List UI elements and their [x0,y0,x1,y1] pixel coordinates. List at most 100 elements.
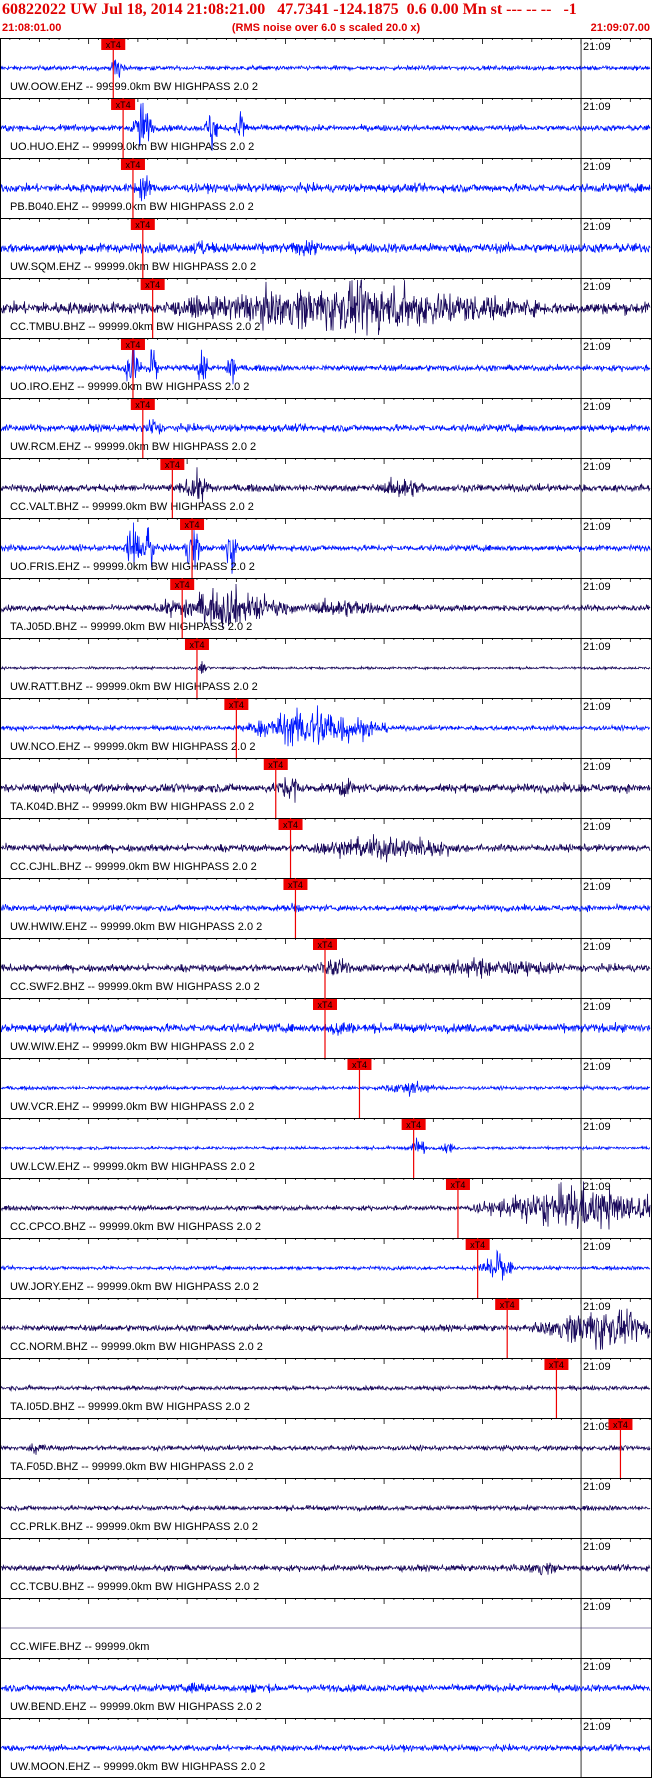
station-label: UW.HWIW.EHZ -- 99999.0km BW HIGHPASS 2.0… [10,921,262,933]
pick-label: xT4 [175,580,190,590]
minute-label: 21:09 [583,1241,611,1253]
pick-marker [544,1359,569,1370]
trace-row: 21:09 UW.LCW.EHZ -- 99999.0km BW HIGHPASS… [0,1118,652,1178]
waveform [0,102,651,151]
pick-label: xT4 [125,340,140,350]
pick-label: xT4 [145,280,160,290]
station-label: CC.TCBU.BHZ -- 99999.0km BW HIGHPASS 2.0… [10,1581,259,1593]
station-label: CC.VALT.BHZ -- 99999.0km BW HIGHPASS 2.0… [10,501,254,513]
minute-label: 21:09 [583,281,611,293]
trace-row: 21:09 TA.K04D.BHZ -- 99999.0km BW HIGHPAS… [0,758,652,818]
waveform [0,279,651,336]
station-label: UO.FRIS.EHZ -- 99999.0km BW HIGHPASS 2.0… [10,561,255,573]
start-time-label: 21:08:01.00 [2,22,62,34]
trace-row: 21:09 UW.OOW.EHZ -- 99999.0km BW HIGHPASS… [0,38,652,98]
minute-label: 21:09 [583,341,611,353]
pick-marker [465,1239,490,1250]
pick-marker [111,99,136,110]
minute-label: 21:09 [583,41,611,53]
pick-marker [170,579,195,590]
pick-marker [160,459,185,470]
station-label: UW.RCM.EHZ -- 99999.0km BW HIGHPASS 2.0 … [10,441,256,453]
trace-row: 21:09 UW.BEND.EHZ -- 99999.0km BW HIGHPAS… [0,1658,652,1718]
minute-label: 21:09 [583,1121,611,1133]
pick-marker [120,339,145,350]
trace-row: 21:09 CC.SWF2.BHZ -- 99999.0km BW HIGHPAS… [0,938,652,998]
trace-row: 21:09 CC.PRLK.BHZ -- 99999.0km BW HIGHPAS… [0,1478,652,1538]
waveform [0,347,651,388]
pick-label: xT4 [317,940,332,950]
minute-label: 21:09 [583,1361,611,1373]
pick-marker [130,219,155,230]
station-label: UW.OOW.EHZ -- 99999.0km BW HIGHPASS 2.0 … [10,81,258,93]
station-label: UW.NCO.EHZ -- 99999.0km BW HIGHPASS 2.0 … [10,741,256,753]
pick-label: xT4 [470,1240,485,1250]
waveform [0,777,651,803]
minute-label: 21:09 [583,821,611,833]
station-label: CC.PRLK.BHZ -- 99999.0km BW HIGHPASS 2.0… [10,1521,258,1533]
station-label: TA.F05D.BHZ -- 99999.0km BW HIGHPASS 2.0… [10,1461,254,1473]
pick-label: xT4 [165,460,180,470]
pick-marker [495,1299,520,1310]
station-label: UW.LCW.EHZ -- 99999.0km BW HIGHPASS 2.0 … [10,1161,255,1173]
station-label: UW.WIW.EHZ -- 99999.0km BW HIGHPASS 2.0 … [10,1041,254,1053]
station-label: CC.WIFE.BHZ -- 99999.0km [10,1641,149,1653]
pick-marker [313,939,337,950]
waveform [0,1137,651,1155]
minute-label: 21:09 [583,1181,611,1193]
pick-marker [608,1419,633,1430]
station-label: UW.VCR.EHZ -- 99999.0km BW HIGHPASS 2.0 … [10,1101,254,1113]
trace-row: 21:09 PB.B040.EHZ -- 99999.0km BW HIGHPAS… [0,158,652,218]
station-label: CC.SWF2.BHZ -- 99999.0km BW HIGHPASS 2.0… [10,981,260,993]
minute-label: 21:09 [583,881,611,893]
minute-label: 21:09 [583,1661,611,1673]
station-label: UW.BEND.EHZ -- 99999.0km BW HIGHPASS 2.0… [10,1701,262,1713]
pick-marker [283,879,308,890]
trace-row: 21:09 TA.I05D.BHZ -- 99999.0km BW HIGHPAS… [0,1358,652,1418]
trace-row: 21:09 UW.WIW.EHZ -- 99999.0km BW HIGHPASS… [0,998,652,1058]
minute-label: 21:09 [583,641,611,653]
station-label: UW.JORY.EHZ -- 99999.0km BW HIGHPASS 2.0… [10,1281,259,1293]
minute-label: 21:09 [583,1421,611,1433]
trace-row: 21:09 TA.F05D.BHZ -- 99999.0km BW HIGHPAS… [0,1418,652,1478]
pick-marker [401,1119,426,1130]
minute-label: 21:09 [583,1721,611,1733]
pick-marker [180,519,205,530]
pick-marker [130,399,155,410]
pick-label: xT4 [406,1120,421,1130]
pick-marker [140,279,165,290]
pick-label: xT4 [125,160,140,170]
waveform [0,1308,651,1350]
minute-label: 21:09 [583,701,611,713]
pick-label: xT4 [613,1420,628,1430]
pick-marker [263,759,288,770]
minute-label: 21:09 [583,1481,611,1493]
minute-label: 21:09 [583,221,611,233]
pick-marker [101,39,126,50]
pick-label: xT4 [450,1180,465,1190]
waveform [0,240,651,257]
waveform [0,1504,651,1512]
pick-label: xT4 [135,220,150,230]
minute-label: 21:09 [583,161,611,173]
waveform [0,661,651,674]
waveform [0,59,651,78]
minute-label: 21:09 [583,401,611,413]
trace-row: 21:09 UW.RATT.BHZ -- 99999.0km BW HIGHPAS… [0,638,652,698]
station-label: CC.NORM.BHZ -- 99999.0km BW HIGHPASS 2.0… [10,1341,263,1353]
trace-row: 21:09 CC.NORM.BHZ -- 99999.0km BW HIGHPAS… [0,1298,652,1358]
trace-row: 21:09 UW.HWIW.EHZ -- 99999.0km BW HIGHPAS… [0,878,652,938]
pick-label: xT4 [500,1300,515,1310]
minute-label: 21:09 [583,1301,611,1313]
pick-label: xT4 [106,40,121,50]
waveform [0,1682,651,1694]
pick-label: xT4 [352,1060,367,1070]
station-label: UO.HUO.EHZ -- 99999.0km BW HIGHPASS 2.0 … [10,141,254,153]
end-time-label: 21:09:07.00 [590,22,650,34]
pick-marker [120,159,145,170]
event-title: 60822022 UW Jul 18, 2014 21:08:21.00 47.… [2,1,577,18]
waveform [0,834,651,863]
minute-label: 21:09 [583,101,611,113]
waveform [0,1181,651,1230]
plot-header: 60822022 UW Jul 18, 2014 21:08:21.00 47.… [0,0,652,38]
